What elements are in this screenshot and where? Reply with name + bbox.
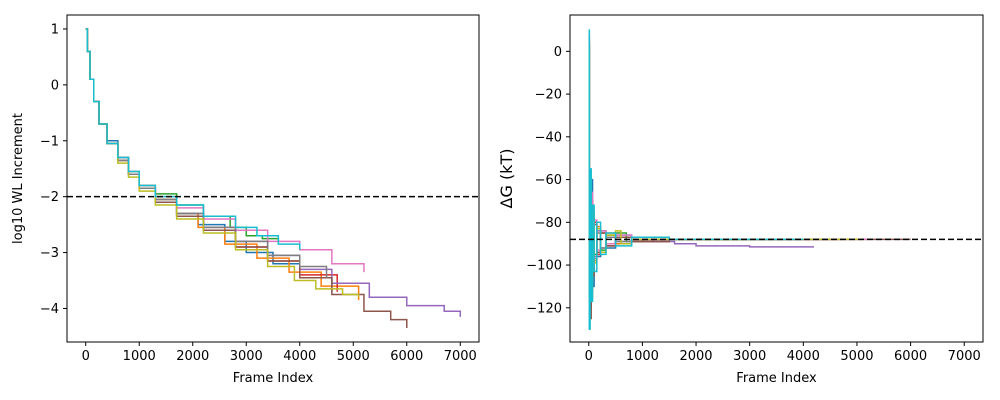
right-panel-delta-g: 0 1000 2000 3000 4000 5000 6000 7000 0 −20 −40 −60 −…	[497, 14, 984, 386]
x-tick-label: 0	[585, 349, 593, 364]
axes-frame	[569, 14, 984, 343]
series-group	[85, 28, 462, 329]
y-axis-label: log10 WL Increment	[11, 113, 26, 244]
y-tick-label: −120	[526, 301, 562, 316]
y-tick-label: −60	[535, 173, 562, 188]
x-tick-label: 6000	[390, 349, 423, 364]
y-tick-label: −40	[535, 130, 562, 145]
x-tick-label: 4000	[283, 349, 316, 364]
y-axis-label: ΔG (kT)	[497, 149, 516, 209]
series-line-4	[588, 46, 841, 305]
y-tick-label: 1	[51, 22, 59, 37]
series-line-3	[588, 44, 782, 288]
x-tick-label: 3000	[733, 349, 766, 364]
x-tick-label: 2000	[176, 349, 209, 364]
y-tick-label: −4	[40, 302, 59, 317]
series-line-9	[85, 28, 360, 298]
series-line-1	[588, 33, 804, 309]
y-tick-label: −20	[535, 88, 562, 103]
y-tick-label: −100	[526, 259, 562, 274]
x-tick-label: 4000	[787, 349, 820, 364]
y-tick-label: −2	[40, 190, 59, 205]
series-line-2	[588, 39, 831, 298]
x-tick-label: 3000	[230, 349, 263, 364]
y-tick-label: −80	[535, 216, 562, 231]
left-panel-wl-increment: 0 1000 2000 3000 4000 5000 6000 7000 1 0 −1 −2 −3 −4 F…	[11, 14, 480, 386]
x-tick-label: 2000	[679, 349, 712, 364]
x-tick-label: 0	[82, 349, 90, 364]
x-tick-label: 1000	[123, 349, 156, 364]
y-tick-label: 0	[554, 45, 562, 60]
y-tick-label: −1	[40, 134, 59, 149]
x-tick-label: 7000	[948, 349, 981, 364]
series-line-10	[85, 28, 301, 250]
series-line-6	[588, 37, 911, 320]
x-axis-label: Frame Index	[233, 371, 314, 386]
x-axis-label: Frame Index	[736, 371, 817, 386]
series-line-7	[588, 35, 868, 292]
series-line-8	[85, 28, 328, 278]
series-line-5	[588, 42, 815, 298]
x-tick-label: 1000	[626, 349, 659, 364]
y-tick-label: 0	[51, 78, 59, 93]
series-line-10	[588, 29, 804, 330]
y-tick-label: −3	[40, 246, 59, 261]
series-line-9	[588, 46, 863, 283]
x-tick-label: 7000	[444, 349, 477, 364]
series-line-8	[588, 44, 831, 292]
x-tick-label: 5000	[337, 349, 370, 364]
series-line-2	[85, 28, 360, 301]
axes-frame	[66, 14, 480, 343]
series-group	[588, 29, 911, 330]
series-line-5	[85, 28, 462, 317]
series-line-3	[85, 28, 280, 242]
x-tick-label: 5000	[840, 349, 873, 364]
x-tick-label: 6000	[894, 349, 927, 364]
